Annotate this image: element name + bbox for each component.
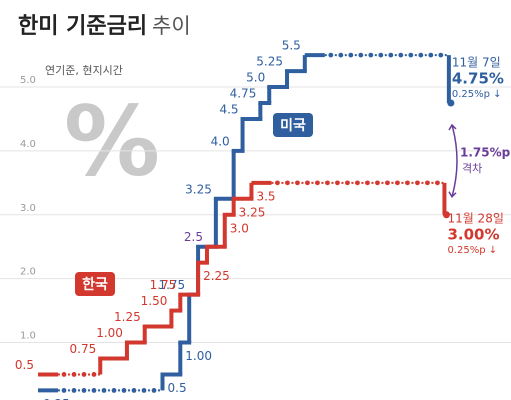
- value-label: 5.25: [256, 55, 283, 69]
- step-dot: [395, 180, 400, 186]
- step-dot: [358, 52, 364, 58]
- y-tick-label: 4.0: [20, 139, 36, 150]
- gap-arrowhead: [448, 123, 457, 131]
- y-tick-label: 5.0: [20, 75, 36, 86]
- end-value: 4.75%: [452, 70, 504, 88]
- end-point: [442, 211, 450, 219]
- value-label: 4.5: [219, 102, 238, 116]
- y-tick-label: 1.0: [20, 331, 36, 342]
- legend-label: 한국: [82, 277, 108, 293]
- value-label: 0.25: [43, 397, 70, 400]
- step-dot: [385, 180, 390, 186]
- shared-label: 2.5: [184, 230, 203, 244]
- value-label: 1.75: [158, 278, 185, 292]
- gap-arrow: [451, 124, 458, 197]
- step-dot: [325, 180, 330, 186]
- value-label: 5.0: [246, 71, 265, 85]
- series-line: 0.5 0.75 1.00 1.251.50 1.75 2.25 3.0 3.25 3.5: [15, 180, 450, 377]
- value-label: 4.75: [230, 87, 257, 101]
- step-dot: [338, 52, 344, 58]
- gap-text: 격차: [462, 162, 482, 175]
- end-change: 0.25%p ↓: [452, 89, 502, 100]
- watermark: %: [64, 85, 160, 197]
- step-dot: [131, 388, 137, 393]
- step-dot: [428, 52, 434, 58]
- legend-box: [75, 272, 115, 296]
- step-dot: [275, 180, 280, 186]
- step-dot: [415, 180, 420, 186]
- y-tick-label: 2.0: [20, 267, 36, 278]
- value-label: 1.00: [96, 326, 123, 340]
- step-dot: [355, 180, 360, 186]
- step-dot: [398, 52, 404, 58]
- step-dot: [91, 372, 97, 377]
- value-label: 0.75: [70, 342, 97, 356]
- legend-label: 미국: [280, 118, 306, 134]
- gap-arrowhead: [448, 191, 457, 198]
- gap-label: 1.75%p: [460, 145, 511, 159]
- step-dot: [348, 52, 354, 58]
- legend-box: [273, 113, 313, 137]
- chart-title: 한미 기준금리: [18, 14, 147, 39]
- step-dot: [345, 180, 350, 186]
- value-label: 3.25: [239, 205, 266, 219]
- subtitle: 연기준, 현지시간: [45, 64, 123, 77]
- value-label: 5.5: [282, 39, 301, 53]
- value-label: 3.5: [256, 189, 275, 203]
- step-dot: [61, 388, 67, 393]
- end-change: 0.25%p ↓: [447, 245, 497, 256]
- step-dot: [285, 180, 290, 186]
- value-label: 1.75: [150, 278, 177, 292]
- step-dot: [328, 52, 334, 58]
- step-dot: [378, 52, 384, 58]
- value-label: 1.00: [185, 349, 212, 363]
- value-label: 1.50: [141, 294, 168, 308]
- value-label: 0.5: [168, 381, 187, 395]
- step-dot: [418, 52, 424, 58]
- step-dot: [305, 180, 310, 186]
- step-dot: [365, 180, 370, 186]
- value-label: 1.25: [114, 310, 141, 324]
- step-dot: [71, 372, 77, 377]
- value-label: 4.0: [211, 134, 230, 148]
- step-dot: [388, 52, 394, 58]
- y-tick-label: 3.0: [20, 203, 36, 214]
- step-dot: [111, 388, 117, 393]
- step-dot: [141, 388, 147, 393]
- step-dot: [81, 372, 87, 377]
- step-dot: [375, 180, 380, 186]
- step-dot: [335, 180, 340, 186]
- step-dot: [368, 52, 374, 58]
- step-dot: [71, 388, 77, 393]
- step-dot: [425, 180, 430, 186]
- step-dot: [61, 372, 67, 377]
- step-dot: [408, 52, 414, 58]
- step-dot: [438, 52, 444, 58]
- value-label: 2.25: [203, 269, 230, 283]
- end-date: 11월 7일: [452, 56, 501, 70]
- step-dot: [121, 388, 127, 393]
- chart-title-suffix: 추이: [152, 14, 191, 38]
- value-label: 3.0: [230, 221, 249, 235]
- step-dot: [81, 388, 87, 393]
- step-dot: [405, 180, 410, 186]
- end-value: 3.00%: [447, 225, 499, 243]
- series-line: 0.25 0.5 1.00 1.75 3.25 4.0 4.54.75 5.0 5.25 5.5: [38, 39, 455, 400]
- step-dot: [91, 388, 97, 393]
- end-date: 11월 28일: [447, 211, 503, 225]
- step-dot: [295, 180, 300, 186]
- step-dot: [315, 180, 320, 186]
- step-dot: [151, 388, 157, 393]
- end-point: [447, 99, 455, 107]
- value-label: 0.5: [15, 358, 34, 372]
- step-dot: [435, 180, 440, 186]
- step-dot: [101, 388, 107, 393]
- value-label: 3.25: [185, 182, 212, 196]
